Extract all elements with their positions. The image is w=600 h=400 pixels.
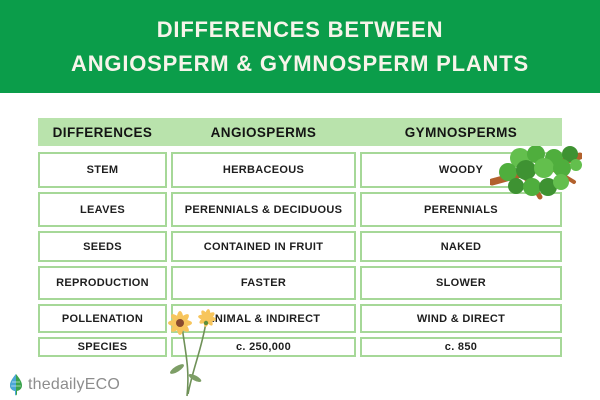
title-banner: DIFFERENCES BETWEEN ANGIOSPERM & GYMNOSP… <box>0 0 600 93</box>
cell-species-feature: SPECIES <box>38 337 167 357</box>
title-line-2: ANGIOSPERM & GYMNOSPERM PLANTS <box>71 50 529 76</box>
cell-species-angiosperm: c. 250,000 <box>171 337 356 357</box>
cell-stem-gymnosperm: WOODY <box>360 152 562 188</box>
comparison-table: DIFFERENCES ANGIOSPERMS GYMNOSPERMS STEM… <box>38 118 562 357</box>
title-line-1: DIFFERENCES BETWEEN <box>156 16 444 42</box>
cell-reproduction-angiosperm: FASTER <box>171 266 356 300</box>
tree-logo-icon <box>10 374 22 396</box>
cell-species-gymnosperm: c. 850 <box>360 337 562 357</box>
cell-seeds-gymnosperm: NAKED <box>360 231 562 262</box>
cell-pollenation-gymnosperm: WIND & DIRECT <box>360 304 562 333</box>
cell-pollenation-feature: POLLENATION <box>38 304 167 333</box>
cell-reproduction-gymnosperm: SLOWER <box>360 266 562 300</box>
column-header-gymnosperms: GYMNOSPERMS <box>404 124 518 140</box>
site-logo: thedailyECO <box>8 373 120 397</box>
table-body: STEM HERBACEOUS WOODY LEAVES PERENNIALS … <box>38 152 562 357</box>
cell-stem-angiosperm: HERBACEOUS <box>171 152 356 188</box>
cell-reproduction-feature: REPRODUCTION <box>38 266 167 300</box>
column-header-angiosperms: ANGIOSPERMS <box>210 124 317 140</box>
cell-pollenation-angiosperm: ANIMAL & INDIRECT <box>171 304 356 333</box>
logo-text: thedailyECO <box>28 376 121 393</box>
cell-stem-feature: STEM <box>38 152 167 188</box>
cell-seeds-angiosperm: CONTAINED IN FRUIT <box>171 231 356 262</box>
table-header-row: DIFFERENCES ANGIOSPERMS GYMNOSPERMS <box>38 118 562 146</box>
cell-leaves-gymnosperm: PERENNIALS <box>360 192 562 227</box>
column-header-differences: DIFFERENCES <box>52 124 153 140</box>
cell-leaves-feature: LEAVES <box>38 192 167 227</box>
cell-seeds-feature: SEEDS <box>38 231 167 262</box>
cell-leaves-angiosperm: PERENNIALS & DECIDUOUS <box>171 192 356 227</box>
